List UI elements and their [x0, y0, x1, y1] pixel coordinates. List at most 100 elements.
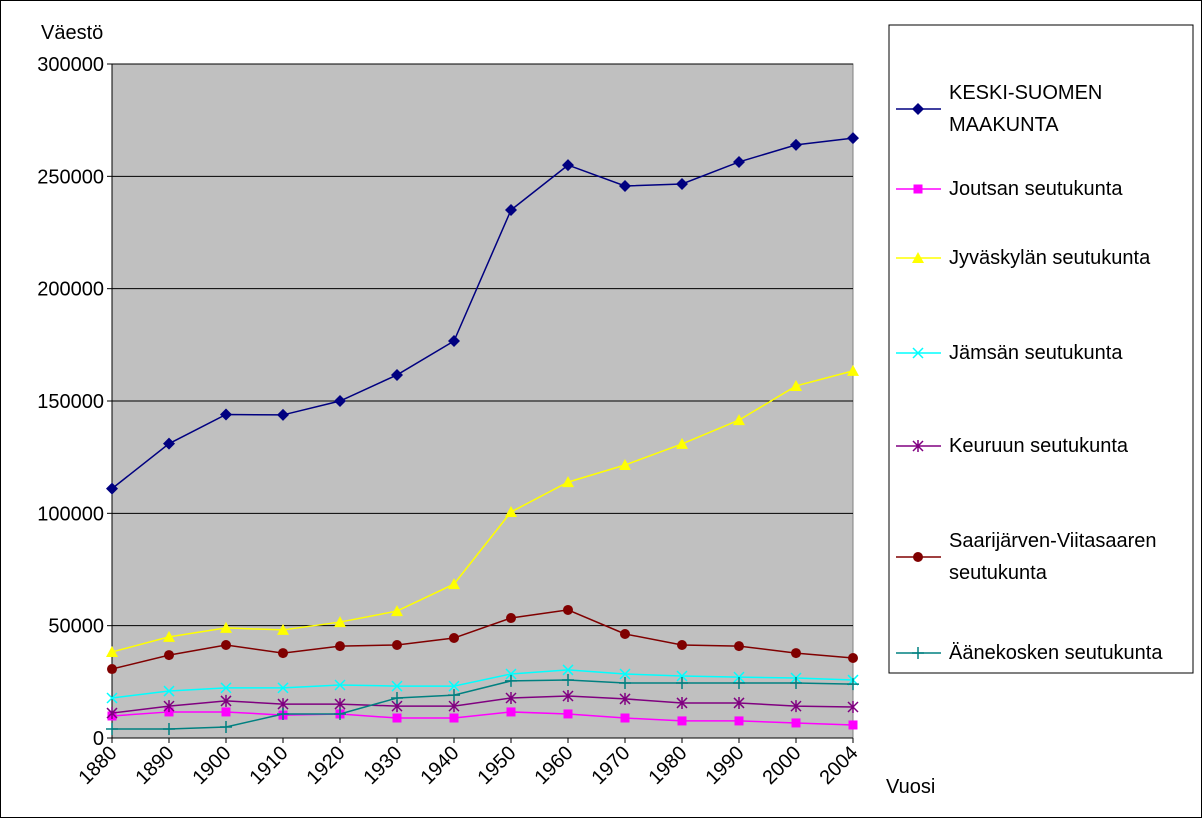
marker — [790, 379, 802, 391]
marker — [106, 645, 118, 657]
y-axis-title: Väestö — [41, 22, 103, 44]
y-tick-label: 250000 — [37, 166, 104, 188]
y-tick-label: 300000 — [37, 54, 104, 76]
marker — [334, 707, 346, 720]
marker — [562, 476, 574, 488]
marker — [913, 552, 923, 562]
marker — [677, 639, 687, 650]
x-tick-label: 1890 — [132, 742, 179, 789]
marker — [734, 641, 744, 652]
marker — [620, 628, 630, 639]
x-tick-label: 1920 — [303, 742, 350, 789]
marker — [505, 204, 517, 217]
x-tick-label: 1980 — [645, 742, 692, 789]
x-tick-label: 1910 — [246, 742, 293, 789]
marker — [563, 604, 573, 615]
marker — [448, 700, 460, 713]
marker — [790, 138, 802, 151]
marker — [912, 647, 924, 659]
marker — [619, 668, 631, 680]
marker — [733, 414, 745, 426]
marker — [448, 335, 460, 348]
marker — [562, 664, 574, 676]
marker — [620, 713, 630, 723]
marker — [335, 641, 345, 652]
marker — [505, 505, 517, 517]
marker — [913, 184, 923, 194]
marker — [733, 676, 745, 689]
marker — [847, 132, 859, 145]
x-tick-label: 1930 — [360, 742, 407, 789]
y-tick-label: 100000 — [37, 503, 104, 525]
marker — [221, 707, 231, 717]
marker — [221, 639, 231, 650]
series-line — [111, 695, 854, 714]
marker — [163, 630, 175, 642]
marker — [912, 347, 924, 359]
marker — [848, 720, 858, 730]
marker — [847, 700, 859, 713]
marker — [848, 653, 858, 664]
marker — [676, 696, 688, 709]
marker — [734, 716, 744, 726]
marker — [334, 616, 346, 628]
marker — [847, 364, 859, 376]
legend-label: KESKI-SUOMEN MAAKUNTA — [949, 82, 1103, 136]
marker — [277, 707, 289, 720]
marker — [676, 670, 688, 682]
marker — [791, 718, 801, 728]
marker — [448, 578, 460, 590]
legend-box — [888, 24, 1194, 674]
series-line — [112, 679, 854, 730]
legend-label: Jämsän seutukunta — [949, 342, 1123, 364]
marker — [619, 459, 631, 471]
marker — [277, 682, 289, 694]
marker — [676, 437, 688, 449]
y-tick-label: 200000 — [37, 279, 104, 301]
y-tick-label: 50000 — [48, 616, 104, 638]
y-tick-label: 0 — [93, 728, 104, 750]
marker — [163, 700, 175, 713]
marker — [449, 633, 459, 644]
x-tick-label: 1960 — [531, 742, 578, 789]
marker — [278, 648, 288, 659]
marker — [277, 623, 289, 635]
series-line — [111, 609, 854, 670]
marker — [676, 177, 688, 190]
marker — [847, 678, 859, 691]
marker — [505, 668, 517, 680]
series-line — [111, 669, 854, 699]
marker — [619, 692, 631, 705]
legend-label: Jyväskylän seutukunta — [949, 247, 1151, 269]
legend-label: Joutsan seutukunta — [949, 178, 1123, 200]
marker — [619, 179, 631, 192]
marker — [912, 252, 924, 263]
marker — [562, 689, 574, 702]
marker — [912, 103, 924, 115]
marker — [220, 408, 232, 421]
marker — [619, 676, 631, 689]
marker — [391, 368, 403, 381]
marker — [220, 694, 232, 707]
marker — [164, 650, 174, 661]
x-axis-title: Vuosi — [886, 776, 935, 798]
marker — [163, 723, 175, 736]
marker — [163, 437, 175, 450]
marker — [562, 159, 574, 172]
marker — [448, 689, 460, 702]
marker — [277, 408, 289, 421]
marker — [790, 700, 802, 713]
x-tick-label: 1880 — [75, 742, 122, 789]
marker — [106, 707, 118, 720]
marker — [220, 682, 232, 694]
marker — [506, 707, 516, 717]
marker — [733, 696, 745, 709]
marker — [220, 720, 232, 733]
marker — [106, 692, 118, 704]
marker — [220, 621, 232, 633]
marker — [505, 692, 517, 705]
x-tick-label: 2004 — [816, 742, 863, 789]
legend-label: Saarijärven-Viitasaaren seutukunta — [949, 530, 1157, 584]
